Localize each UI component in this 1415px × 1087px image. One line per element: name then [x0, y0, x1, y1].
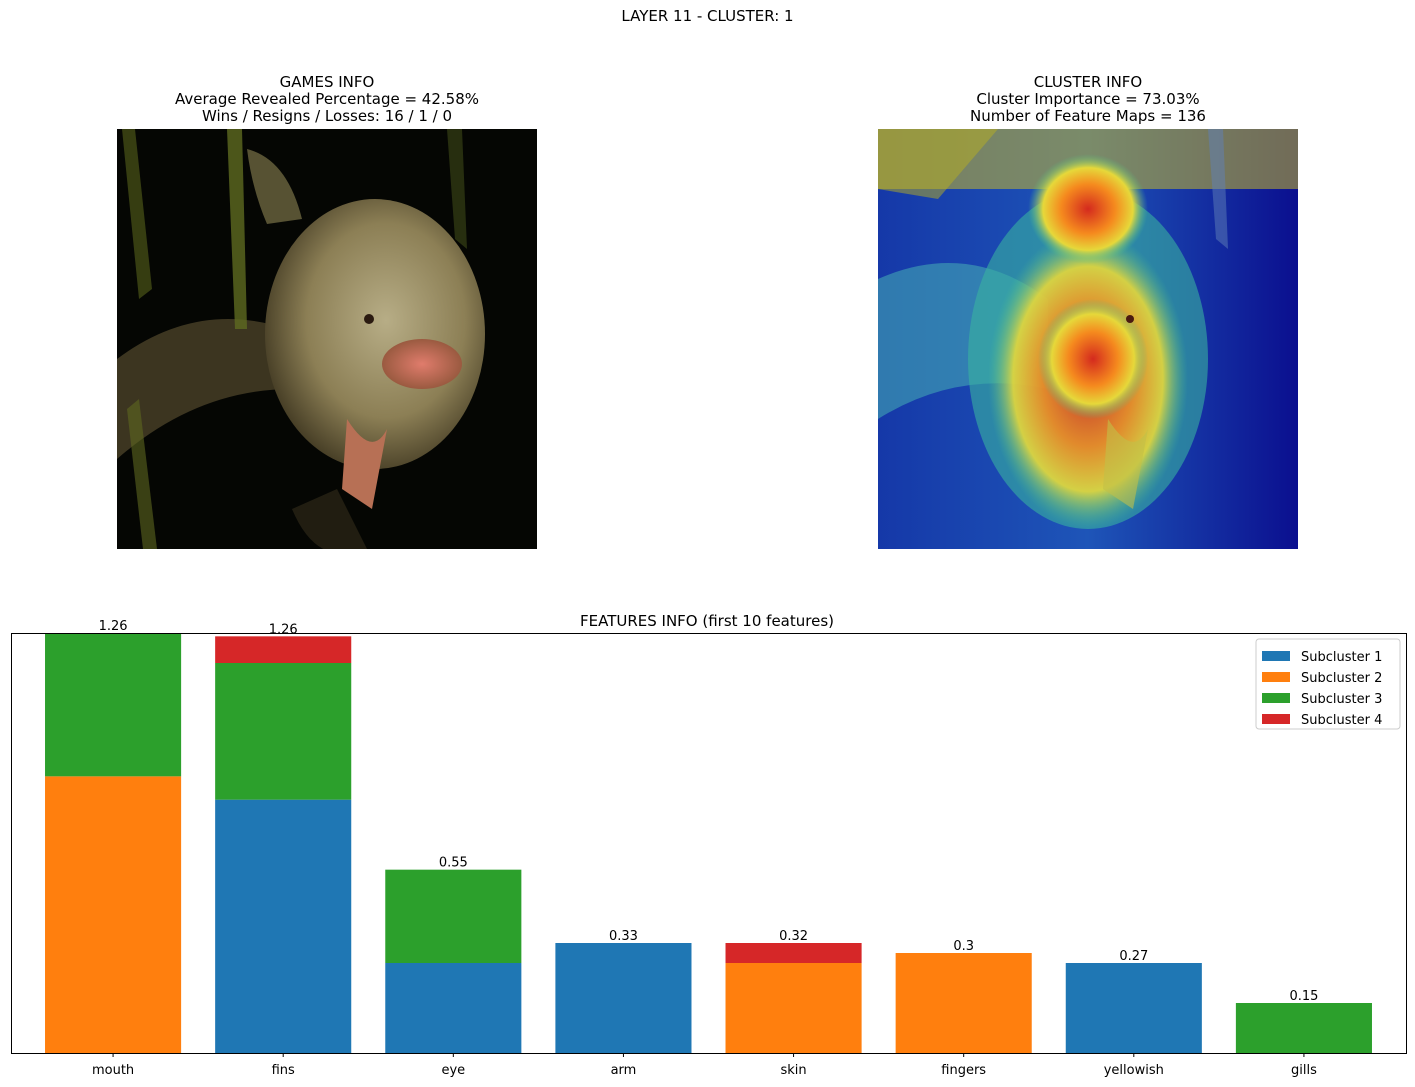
total-label-skin: 0.32 [779, 929, 808, 944]
chart-title: FEATURES INFO (first 10 features) [580, 612, 834, 630]
x-tick-label-fins: fins [272, 1063, 295, 1078]
total-label-arm: 0.33 [609, 929, 638, 944]
avg-revealed-percentage: Average Revealed Percentage = 42.58% [174, 90, 479, 108]
legend-label-subcluster-2: Subcluster 2 [1301, 671, 1382, 686]
legend-swatch-subcluster-1 [1262, 651, 1290, 661]
cluster-info-heading: CLUSTER INFO [1033, 73, 1143, 91]
bar-eye-subcluster-3 [385, 869, 522, 963]
legend-box [1255, 638, 1401, 730]
total-label-eye: 0.55 [439, 856, 468, 871]
bar-eye-subcluster-1 [385, 963, 522, 1053]
total-label-fins: 1.26 [269, 622, 298, 637]
x-tick-label-mouth: mouth [92, 1063, 134, 1078]
x-tick-label-eye: eye [441, 1063, 465, 1078]
cluster-importance: Cluster Importance = 73.03% [976, 90, 1200, 108]
bar-fins-subcluster-1 [215, 799, 352, 1053]
bar-arm-subcluster-1 [555, 943, 692, 1053]
bar-mouth-subcluster-3 [45, 633, 182, 777]
feature-map-count: Number of Feature Maps = 136 [970, 107, 1206, 125]
bar-gills-subcluster-3 [1235, 1003, 1372, 1053]
legend: Subcluster 1 Subcluster 2 Subcluster 3 Subc… [1255, 638, 1401, 730]
total-label-gills: 0.15 [1289, 989, 1318, 1004]
bar-skin-subcluster-4 [725, 943, 862, 963]
legend-label-subcluster-1: Subcluster 1 [1301, 650, 1382, 665]
x-tick-labels: mouth fins eye arm skin fingers yellowish gills [92, 1053, 1317, 1078]
original-fish-image [117, 129, 537, 549]
bar-fins-subcluster-3 [215, 663, 352, 800]
legend-label-subcluster-3: Subcluster 3 [1301, 692, 1382, 707]
plot-frame [11, 633, 1407, 1054]
legend-label-subcluster-4: Subcluster 4 [1301, 713, 1382, 728]
bar-fingers-subcluster-2 [895, 953, 1032, 1053]
x-tick-label-yellowish: yellowish [1104, 1063, 1164, 1078]
cluster-info-title: CLUSTER INFO Cluster Importance = 73.03%… [878, 74, 1298, 125]
bar-skin-subcluster-2 [725, 963, 862, 1053]
bar-fins-subcluster-4 [215, 636, 352, 663]
x-tick-label-skin: skin [780, 1063, 806, 1078]
x-tick-label-arm: arm [611, 1063, 637, 1078]
legend-swatch-subcluster-4 [1262, 714, 1290, 724]
legend-swatch-subcluster-3 [1262, 693, 1290, 703]
bar-yellowish-subcluster-1 [1065, 963, 1202, 1053]
x-tick-label-fingers: fingers [941, 1063, 986, 1078]
features-bar-chart: FEATURES INFO (first 10 features) 1.26 1.… [11, 612, 1407, 1078]
figure-title: LAYER 11 - CLUSTER: 1 [621, 7, 794, 25]
games-info-heading: GAMES INFO [279, 73, 375, 91]
games-info-title: GAMES INFO Average Revealed Percentage =… [117, 74, 537, 125]
cluster-heatmap-image [878, 129, 1298, 549]
total-labels-layer: 1.26 1.26 0.55 0.33 0.32 0.3 0.27 0.15 [99, 619, 1319, 1004]
total-label-fingers: 0.3 [953, 939, 974, 954]
x-tick-label-gills: gills [1291, 1063, 1317, 1078]
total-label-mouth: 1.26 [99, 619, 128, 634]
total-label-yellowish: 0.27 [1119, 949, 1148, 964]
legend-swatch-subcluster-2 [1262, 672, 1290, 682]
bars-layer [45, 633, 1372, 1053]
bar-mouth-subcluster-2 [45, 776, 182, 1053]
wins-resigns-losses: Wins / Resigns / Losses: 16 / 1 / 0 [201, 107, 453, 125]
